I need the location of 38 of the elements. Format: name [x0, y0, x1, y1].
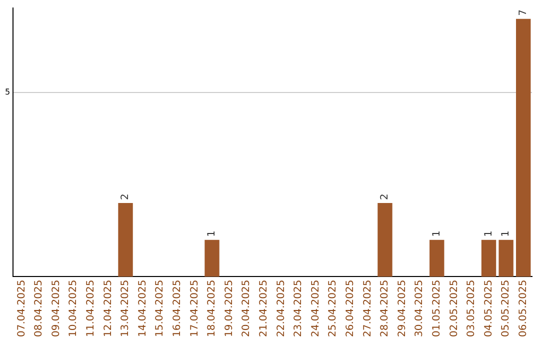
x-tick-label: 11.04.2025	[86, 280, 97, 338]
data-label: 2	[380, 194, 391, 200]
x-tick-label: 08.04.2025	[34, 280, 45, 338]
data-label: 7	[518, 9, 529, 16]
x-tick-label: 30.04.2025	[414, 280, 426, 338]
x-tick-label: 18.04.2025	[206, 280, 218, 338]
x-tick-label: 22.04.2025	[276, 280, 287, 338]
x-tick-label: 17.04.2025	[189, 280, 200, 338]
data-label: 1	[206, 230, 218, 237]
x-tick-label: 09.04.2025	[50, 280, 62, 338]
y-tick-label: 5	[4, 88, 10, 97]
x-tick-label: 06.05.2025	[518, 280, 529, 338]
x-tick-label: 23.04.2025	[293, 280, 304, 338]
x-tick-label: 24.04.2025	[310, 280, 322, 338]
x-tick-label: 04.05.2025	[483, 280, 494, 338]
x-tick-label: 10.04.2025	[68, 280, 80, 338]
x-tick-label: 29.04.2025	[396, 280, 408, 338]
x-tick-label: 15.04.2025	[154, 280, 166, 338]
x-tick-label: 03.05.2025	[466, 280, 478, 338]
data-label: 2	[120, 194, 132, 200]
x-tick-label: 07.04.2025	[16, 280, 28, 338]
x-tick-label: 12.04.2025	[102, 280, 114, 338]
x-tick-label: 01.05.2025	[431, 280, 442, 338]
x-tick-label: 16.04.2025	[172, 280, 184, 338]
data-label: 1	[500, 230, 512, 237]
x-tick-label: 13.04.2025	[120, 280, 132, 338]
x-tick-label: 14.04.2025	[137, 280, 148, 338]
x-tick-label: 05.05.2025	[500, 280, 512, 338]
x-tick-label: 25.04.2025	[328, 280, 339, 338]
x-tick-label: 19.04.2025	[224, 280, 235, 338]
x-tick-label: 28.04.2025	[380, 280, 391, 338]
data-label: 1	[431, 230, 442, 237]
data-label: 1	[483, 230, 494, 237]
x-tick-label: 26.04.2025	[344, 280, 356, 338]
x-tick-label: 20.04.2025	[241, 280, 252, 338]
x-tick-label: 02.05.2025	[448, 280, 460, 338]
x-tick-label: 27.04.2025	[362, 280, 374, 338]
x-tick-label: 21.04.2025	[258, 280, 270, 338]
